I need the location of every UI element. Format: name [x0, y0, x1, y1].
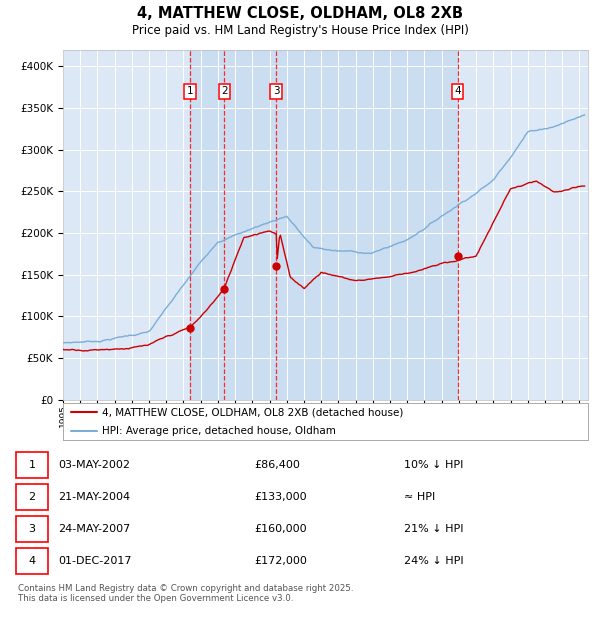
Text: £172,000: £172,000: [254, 556, 307, 566]
Text: 2: 2: [221, 86, 228, 96]
FancyBboxPatch shape: [16, 453, 48, 478]
Text: £86,400: £86,400: [254, 460, 300, 470]
Text: £133,000: £133,000: [254, 492, 307, 502]
Text: ≈ HPI: ≈ HPI: [404, 492, 435, 502]
Text: 4: 4: [28, 556, 35, 566]
Text: 21-MAY-2004: 21-MAY-2004: [58, 492, 130, 502]
FancyBboxPatch shape: [16, 548, 48, 574]
FancyBboxPatch shape: [16, 516, 48, 542]
Text: 10% ↓ HPI: 10% ↓ HPI: [404, 460, 463, 470]
Text: 2: 2: [28, 492, 35, 502]
Text: 4, MATTHEW CLOSE, OLDHAM, OL8 2XB: 4, MATTHEW CLOSE, OLDHAM, OL8 2XB: [137, 6, 463, 21]
Text: 4: 4: [454, 86, 461, 96]
Text: 01-DEC-2017: 01-DEC-2017: [58, 556, 131, 566]
Text: HPI: Average price, detached house, Oldham: HPI: Average price, detached house, Oldh…: [103, 426, 336, 436]
Text: 1: 1: [187, 86, 193, 96]
Text: 24% ↓ HPI: 24% ↓ HPI: [404, 556, 463, 566]
Bar: [190, 50, 458, 400]
Text: 21% ↓ HPI: 21% ↓ HPI: [404, 524, 463, 534]
Text: £160,000: £160,000: [254, 524, 307, 534]
Text: 24-MAY-2007: 24-MAY-2007: [58, 524, 130, 534]
FancyBboxPatch shape: [16, 484, 48, 510]
Text: 4, MATTHEW CLOSE, OLDHAM, OL8 2XB (detached house): 4, MATTHEW CLOSE, OLDHAM, OL8 2XB (detac…: [103, 407, 404, 417]
Text: 1: 1: [28, 460, 35, 470]
Text: 3: 3: [28, 524, 35, 534]
Text: 03-MAY-2002: 03-MAY-2002: [58, 460, 130, 470]
Text: Price paid vs. HM Land Registry's House Price Index (HPI): Price paid vs. HM Land Registry's House …: [131, 24, 469, 37]
Text: 3: 3: [273, 86, 280, 96]
Text: Contains HM Land Registry data © Crown copyright and database right 2025.
This d: Contains HM Land Registry data © Crown c…: [18, 584, 353, 603]
